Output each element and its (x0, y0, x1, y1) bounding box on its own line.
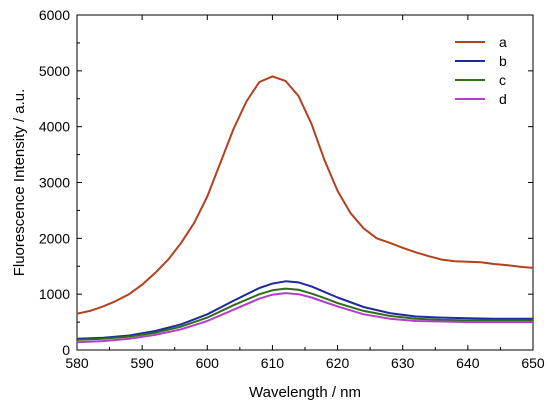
y-tick-label: 0 (62, 342, 70, 358)
series-line-a (76, 75, 534, 315)
y-tick-label: 6000 (39, 7, 70, 23)
x-axis-ticks: 580 590 600 610 620 630 640 650 (65, 15, 545, 371)
x-tick-label: 610 (261, 355, 285, 371)
y-axis-ticks: 0 1000 2000 3000 4000 5000 6000 (39, 7, 533, 358)
y-tick-label: 5000 (39, 63, 70, 79)
series-line-b (76, 280, 533, 340)
y-tick-label: 3000 (39, 175, 70, 191)
series-line-c (76, 287, 533, 341)
y-tick-label: 2000 (39, 230, 70, 246)
x-tick-label: 600 (196, 355, 220, 371)
x-tick-label: 650 (521, 355, 545, 371)
legend-label-d: d (499, 91, 507, 107)
y-tick-label: 4000 (39, 119, 70, 135)
x-tick-label: 620 (326, 355, 350, 371)
x-axis-label: Wavelength / nm (249, 384, 361, 401)
y-axis-label: Fluorescence Intensity / a.u. (11, 89, 28, 277)
x-tick-label: 630 (391, 355, 415, 371)
plot-frame (76, 14, 534, 351)
y-tick-label: 1000 (39, 286, 70, 302)
x-tick-label: 640 (456, 355, 480, 371)
legend-label-b: b (499, 53, 507, 69)
legend-label-a: a (499, 34, 507, 50)
series-line-d (76, 292, 533, 344)
x-tick-label: 580 (65, 355, 89, 371)
plot-border (76, 14, 534, 351)
series-lines (76, 75, 534, 344)
legend-label-c: c (499, 72, 506, 88)
x-tick-label: 590 (130, 355, 154, 371)
